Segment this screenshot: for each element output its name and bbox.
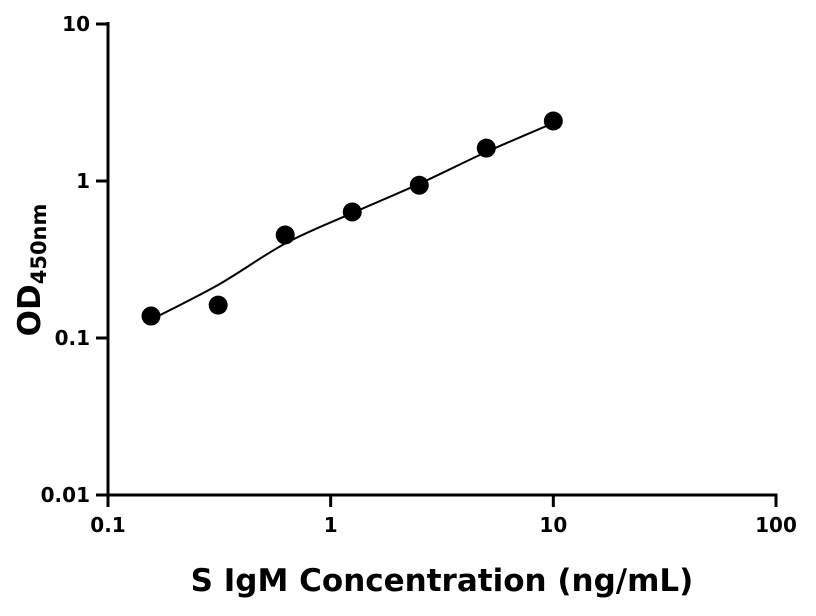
x-tick-label: 100 (755, 513, 797, 537)
y-axis-label: OD450nm (12, 204, 51, 337)
data-point (208, 295, 228, 315)
x-tick-label: 1 (324, 513, 338, 537)
y-axis-label-sub: 450nm (27, 204, 51, 285)
x-tick-label: 0.1 (90, 513, 125, 537)
data-point (275, 225, 295, 245)
x-tick-label: 10 (539, 513, 567, 537)
y-tick-label: 0.1 (55, 326, 90, 350)
y-tick-label: 1 (76, 169, 90, 193)
y-tick-label: 10 (62, 12, 90, 36)
data-point (342, 202, 362, 222)
data-point (543, 111, 563, 131)
y-axis-label-main: OD (12, 284, 48, 336)
axes (106, 22, 778, 497)
x-axis-label: S IgM Concentration (ng/mL) (191, 563, 694, 599)
data-point (409, 175, 429, 195)
data-point (141, 306, 161, 326)
y-tick-label: 0.01 (41, 483, 90, 507)
data-point (476, 138, 496, 158)
